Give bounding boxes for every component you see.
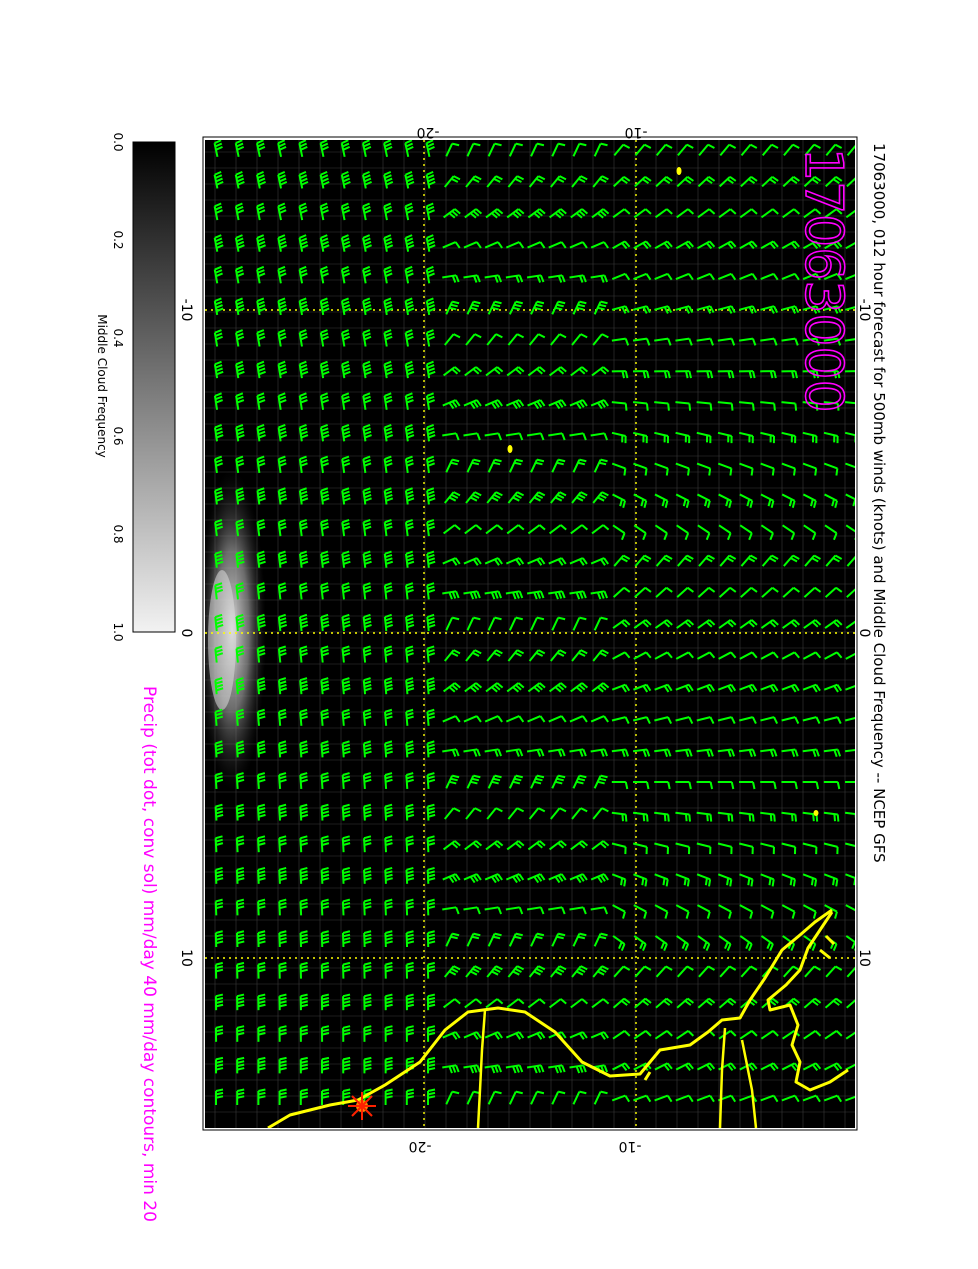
colorbar: 0.0 0.2 0.4 0.6 0.8 1.0 Middle Cloud Fre… [95, 132, 175, 641]
colorbar-tick-label: 0.0 [111, 132, 125, 151]
left-lon-label: 0 [178, 629, 194, 638]
top-lat-label: -20 [417, 124, 440, 140]
barb-flag [859, 684, 863, 691]
yellow-dot [814, 810, 819, 816]
bottom-lat-label: -10 [619, 1138, 642, 1154]
barb-flag [857, 847, 860, 854]
map-panel [198, 137, 863, 1130]
right-lon-label: 0 [856, 629, 872, 638]
right-lon-label: -10 [856, 299, 872, 322]
barb-flag [858, 1063, 863, 1070]
right-lon-label: 10 [856, 949, 872, 967]
left-lon-label: 10 [178, 949, 194, 967]
colorbar-bar [133, 142, 175, 632]
barb-flag [857, 587, 863, 593]
storm-marker [348, 1092, 376, 1120]
barb-flag [858, 814, 860, 821]
barb-flag [858, 241, 863, 248]
colorbar-tick-label: 1.0 [111, 622, 125, 641]
barb-flag [859, 782, 861, 789]
barb-flag [857, 554, 863, 560]
barb-flag [859, 749, 861, 756]
barb-flag [859, 1095, 863, 1102]
barb-flag [859, 371, 861, 378]
precip-caption: Precip (tot dot, conv sol) mm/day 40 mm/… [139, 686, 159, 1222]
yellow-dot [677, 167, 682, 175]
colorbar-tick-label: 0.6 [111, 426, 125, 445]
barb-flag [857, 998, 863, 1004]
barb-flag [857, 436, 860, 443]
map-title: 17063000, 012 hour forecast for 500mb wi… [870, 143, 888, 863]
colorbar-tick-label: 0.2 [111, 230, 125, 249]
barb-flag [859, 338, 861, 345]
barb-flag [859, 717, 862, 724]
top-lat-label: -10 [625, 124, 648, 140]
date-stamp: 17063000 [793, 148, 853, 413]
left-lon-label: -10 [178, 299, 194, 322]
barb-flag [858, 652, 863, 659]
colorbar-tick-label: 0.8 [111, 524, 125, 543]
barb-flag [858, 619, 863, 626]
barb-flag [858, 404, 860, 411]
colorbar-label: Middle Cloud Frequency [95, 314, 109, 458]
barb-flag [858, 1030, 863, 1037]
barb-flag [858, 208, 863, 215]
yellow-dot [508, 445, 513, 453]
barb-flag [857, 176, 863, 182]
bottom-lat-label: -20 [409, 1138, 432, 1154]
barb-flag [858, 273, 862, 280]
colorbar-tick-label: 0.4 [111, 328, 125, 347]
